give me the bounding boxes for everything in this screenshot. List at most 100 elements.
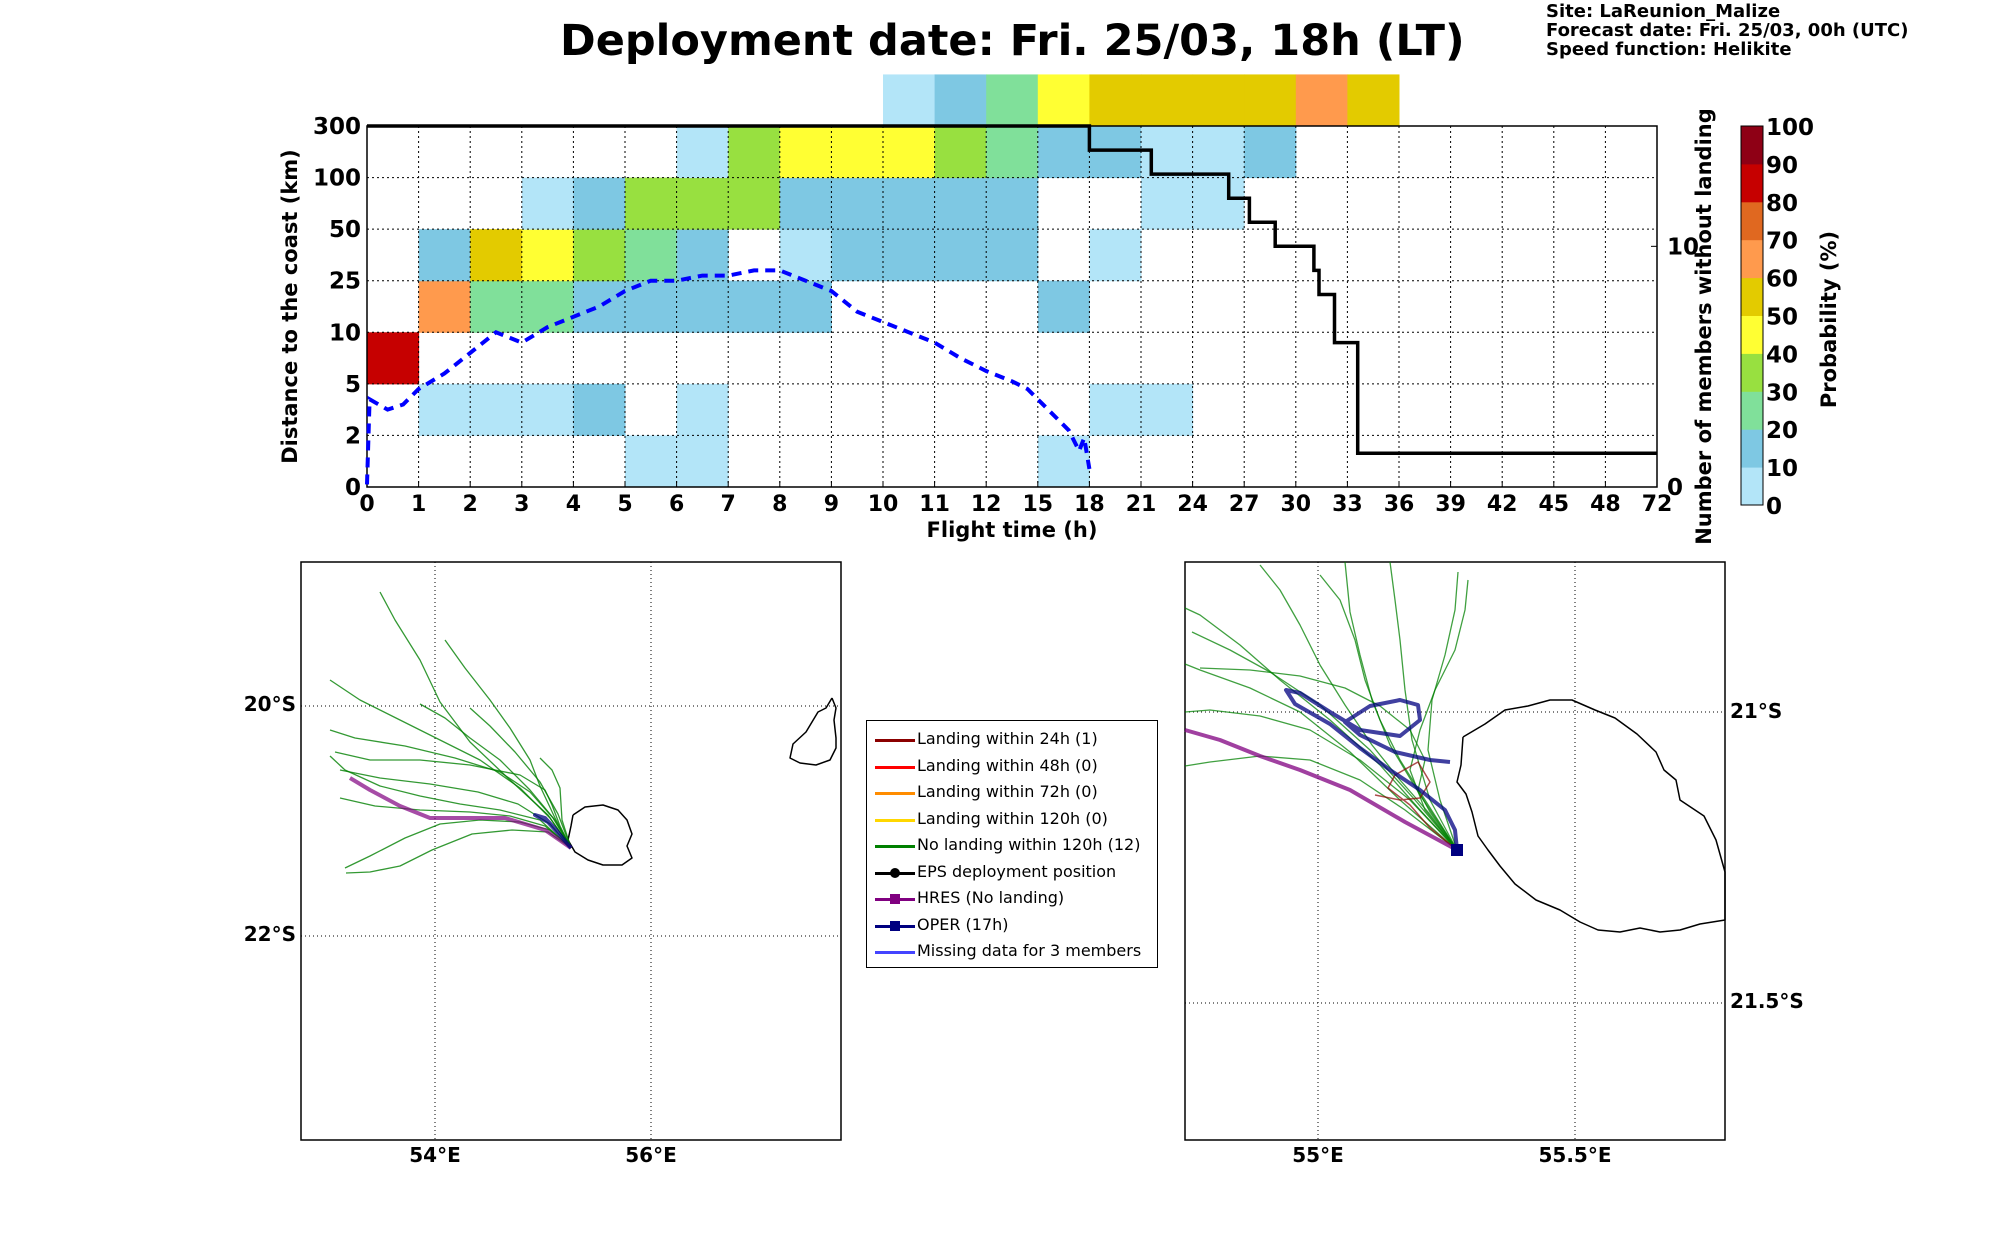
colorbar-segment [1741, 239, 1763, 279]
colorbar-segment [1741, 315, 1763, 354]
heatmap-cell [470, 383, 523, 436]
colorbar-label: Probability (%) [1817, 231, 1841, 408]
y-axis-label: Distance to the coast (km) [278, 149, 302, 464]
heatmap-cell [573, 229, 626, 282]
colorbar-tick-label: 10 [1766, 456, 1798, 482]
colorbar-tick-label: 80 [1766, 191, 1798, 217]
heatmap-cell [676, 177, 729, 230]
heatmap-cell [1089, 74, 1142, 127]
heatmap-cell [883, 229, 936, 282]
x-tick-label: 7 [721, 492, 736, 517]
legend-line-swatch [875, 765, 915, 769]
heatmap-cell [521, 177, 574, 230]
heatmap-cell [1244, 74, 1297, 127]
heatmap-cell [676, 383, 729, 436]
legend-item: OPER (17h) [867, 913, 1157, 939]
legend-item: Landing within 48h (0) [867, 754, 1157, 780]
heatmap-cell [779, 177, 832, 230]
legend-item: Landing within 120h (0) [867, 807, 1157, 833]
x-tick-label: 1 [411, 492, 426, 517]
y-tick-label: 10 [329, 320, 361, 346]
right-map-green-trajectory [1184, 709, 1458, 851]
left-map-green-trajectory [334, 751, 572, 849]
heatmap-cell [728, 126, 781, 179]
colorbar-tick-label: 70 [1766, 229, 1798, 255]
heatmap-cell [1089, 383, 1142, 436]
heatmap-cell [934, 229, 987, 282]
map-legend: Landing within 24h (1) Landing within 48h… [866, 720, 1158, 968]
left-map-green-trajectory [379, 591, 572, 849]
x-tick-label: 27 [1229, 492, 1260, 517]
legend-item-label: Landing within 48h (0) [917, 755, 1098, 775]
square-marker-icon [890, 920, 900, 931]
colorbar-tick-label: 90 [1766, 153, 1798, 179]
heatmap-cell [1141, 383, 1194, 436]
colorbar-segment [1741, 391, 1763, 430]
heatmap-cell [521, 229, 574, 282]
colorbar-segment [1741, 277, 1763, 316]
heatmap-cell [573, 280, 626, 333]
x-tick-label: 24 [1177, 492, 1208, 517]
speed-function-label: Speed function: Helikite [1546, 39, 1792, 60]
left-map-green-trajectory [329, 755, 572, 849]
right-map-oper-trajectory [1284, 688, 1459, 851]
right-tick-label: 10 [1667, 234, 1699, 260]
legend-item: Missing data for 3 members [867, 939, 1157, 965]
heatmap-cell [676, 435, 729, 488]
x-tick-label: 4 [566, 492, 581, 517]
left-map-lat-label: 20°S [244, 692, 296, 716]
x-axis-label: Flight time (h) [927, 518, 1098, 542]
heatmap-cell [1037, 280, 1090, 333]
right-map-hres-trajectory [1184, 728, 1458, 852]
site-label: Site: LaReunion_Malize [1546, 1, 1781, 22]
x-tick-label: 18 [1074, 492, 1105, 517]
right-axis-label: Number of members without landing [1692, 108, 1716, 545]
colorbar-segment [1741, 467, 1763, 506]
heatmap-cell [1192, 74, 1245, 127]
colorbar-tick-label: 0 [1766, 494, 1782, 520]
heatmap-cell [573, 177, 626, 230]
heatmap-cell [1141, 177, 1194, 230]
y-tick-label: 100 [313, 166, 361, 192]
right-map-green-trajectory [1427, 571, 1459, 851]
heatmap-cell [367, 332, 420, 385]
heatmap-cell [883, 126, 936, 179]
colorbar-segment [1741, 163, 1763, 203]
deployment-title: Deployment date: Fri. 25/03, 18h (LT) [560, 16, 1465, 66]
heatmap-cell [1037, 126, 1090, 179]
legend-line-swatch [875, 818, 915, 822]
header-meta: Site: LaReunion_Malize Forecast date: Fr… [1546, 2, 1909, 59]
right-map-lon-label: 55.5°E [1538, 1143, 1611, 1167]
legend-item-label: Landing within 120h (0) [917, 808, 1108, 828]
heatmap-cell [986, 126, 1039, 179]
legend-item-label: Landing within 24h (1) [917, 729, 1098, 748]
colorbar-tick-label: 20 [1766, 418, 1798, 444]
x-tick-label: 6 [669, 492, 684, 517]
heatmap-cell [470, 229, 523, 282]
legend-item-label: Landing within 72h (0) [917, 782, 1098, 801]
x-tick-label: 3 [514, 492, 529, 517]
y-tick-label: 5 [345, 372, 361, 398]
colorbar-frame [1740, 125, 1764, 506]
legend-item: Landing within 24h (1) [867, 727, 1157, 753]
legend-item-label: HRES (No landing) [917, 888, 1065, 907]
circle-marker-icon [890, 867, 900, 878]
legend-item: EPS deployment position [867, 860, 1157, 886]
right-map-lon-label: 55°E [1292, 1143, 1344, 1167]
reunion-coastline-zoom [1456, 699, 1726, 933]
right-map-lat-label: 21°S [1730, 699, 1782, 723]
heatmap-cell [418, 383, 471, 436]
heatmap-cell [1037, 74, 1090, 127]
left-map-oper-trajectory [533, 813, 573, 850]
x-tick-label: 48 [1590, 492, 1621, 517]
x-tick-label: 2 [463, 492, 478, 517]
colorbar-tick-label: 40 [1766, 342, 1798, 368]
legend-item: Landing within 72h (0) [867, 780, 1157, 806]
heatmap-cell [986, 177, 1039, 230]
colorbar-segment [1741, 126, 1763, 165]
y-tick-label: 25 [329, 269, 361, 295]
heatmap-cell [573, 383, 626, 436]
x-tick-label: 45 [1538, 492, 1569, 517]
heatmap-cell [1089, 229, 1142, 282]
